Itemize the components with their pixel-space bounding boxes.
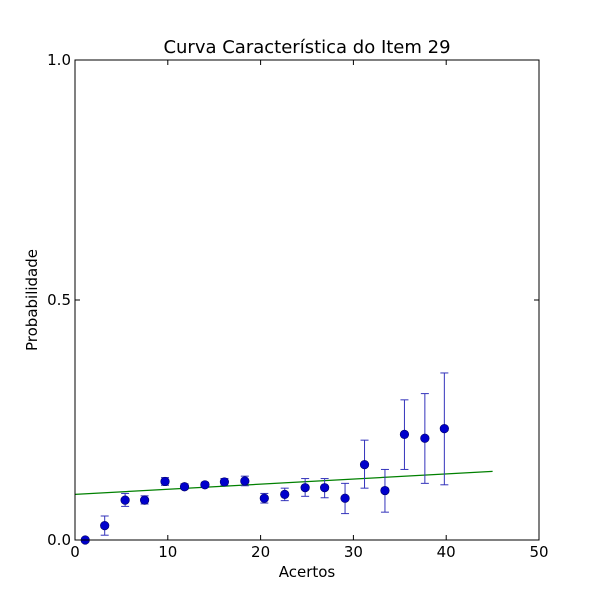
- data-point: [219, 477, 230, 487]
- y-tick-label: 0.0: [47, 531, 71, 549]
- data-point: [179, 482, 190, 492]
- x-tick-label: 20: [251, 543, 270, 561]
- data-point: [240, 476, 250, 486]
- data-point: [100, 520, 110, 531]
- data-point: [399, 429, 410, 440]
- data-point: [439, 424, 449, 434]
- data-point: [140, 495, 150, 505]
- data-point: [280, 489, 290, 500]
- data-point: [380, 485, 390, 496]
- y-tick-label: 0.5: [47, 291, 71, 309]
- data-point: [359, 460, 370, 470]
- data-point: [300, 483, 310, 493]
- data-point: [259, 493, 269, 503]
- data-point: [320, 483, 330, 493]
- x-tick-label: 0: [70, 543, 80, 561]
- y-axis-label: Probabilidade: [23, 249, 41, 351]
- fit-line: [74, 470, 493, 495]
- x-tick-label: 30: [344, 543, 363, 561]
- plot-area: [74, 59, 540, 545]
- data-point: [420, 433, 430, 443]
- data-point: [200, 480, 210, 490]
- y-tick-label: 1.0: [47, 51, 71, 69]
- x-tick-label: 10: [158, 543, 177, 561]
- x-tick-label: 40: [437, 543, 456, 561]
- chart-title: Curva Característica do Item 29: [163, 37, 450, 58]
- data-point: [160, 476, 170, 487]
- plot-frame: [74, 59, 540, 541]
- data-point: [340, 493, 350, 503]
- x-tick-label: 50: [529, 543, 548, 561]
- x-axis-label: Acertos: [279, 563, 336, 581]
- data-point: [120, 495, 130, 505]
